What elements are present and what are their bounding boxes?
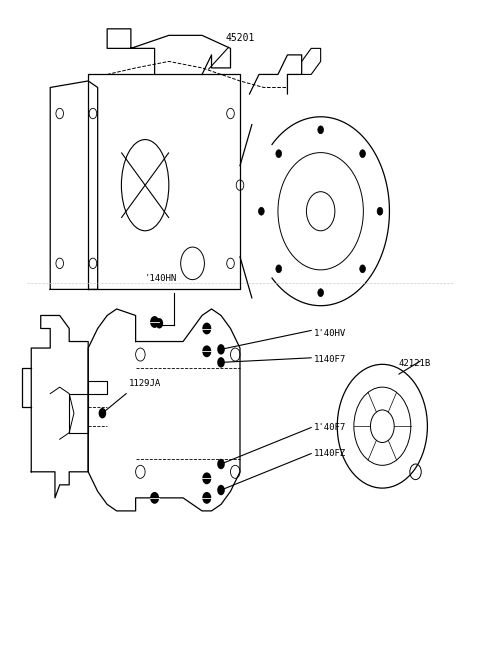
Text: 1'40F7: 1'40F7 <box>313 423 346 432</box>
Circle shape <box>203 493 211 503</box>
Text: '140HN: '140HN <box>145 274 178 283</box>
Circle shape <box>217 485 225 495</box>
Circle shape <box>259 208 264 215</box>
Circle shape <box>360 265 365 273</box>
Circle shape <box>217 459 225 469</box>
Circle shape <box>377 208 383 215</box>
Text: 1140F7: 1140F7 <box>313 355 346 364</box>
Circle shape <box>318 289 324 296</box>
Circle shape <box>217 344 225 355</box>
Circle shape <box>318 126 324 134</box>
Circle shape <box>276 150 282 158</box>
Circle shape <box>217 357 225 367</box>
Circle shape <box>156 318 163 328</box>
Circle shape <box>151 493 158 503</box>
Circle shape <box>203 323 211 334</box>
Text: 1129JA: 1129JA <box>129 379 161 388</box>
Circle shape <box>360 150 365 158</box>
Circle shape <box>203 473 211 484</box>
Text: 45201: 45201 <box>225 33 255 43</box>
Circle shape <box>203 346 211 357</box>
Circle shape <box>276 265 282 273</box>
Circle shape <box>151 317 158 327</box>
Text: 42121B: 42121B <box>399 359 431 367</box>
Text: 1'40HV: 1'40HV <box>313 328 346 338</box>
Circle shape <box>98 408 106 419</box>
Text: 1140FZ: 1140FZ <box>313 449 346 458</box>
